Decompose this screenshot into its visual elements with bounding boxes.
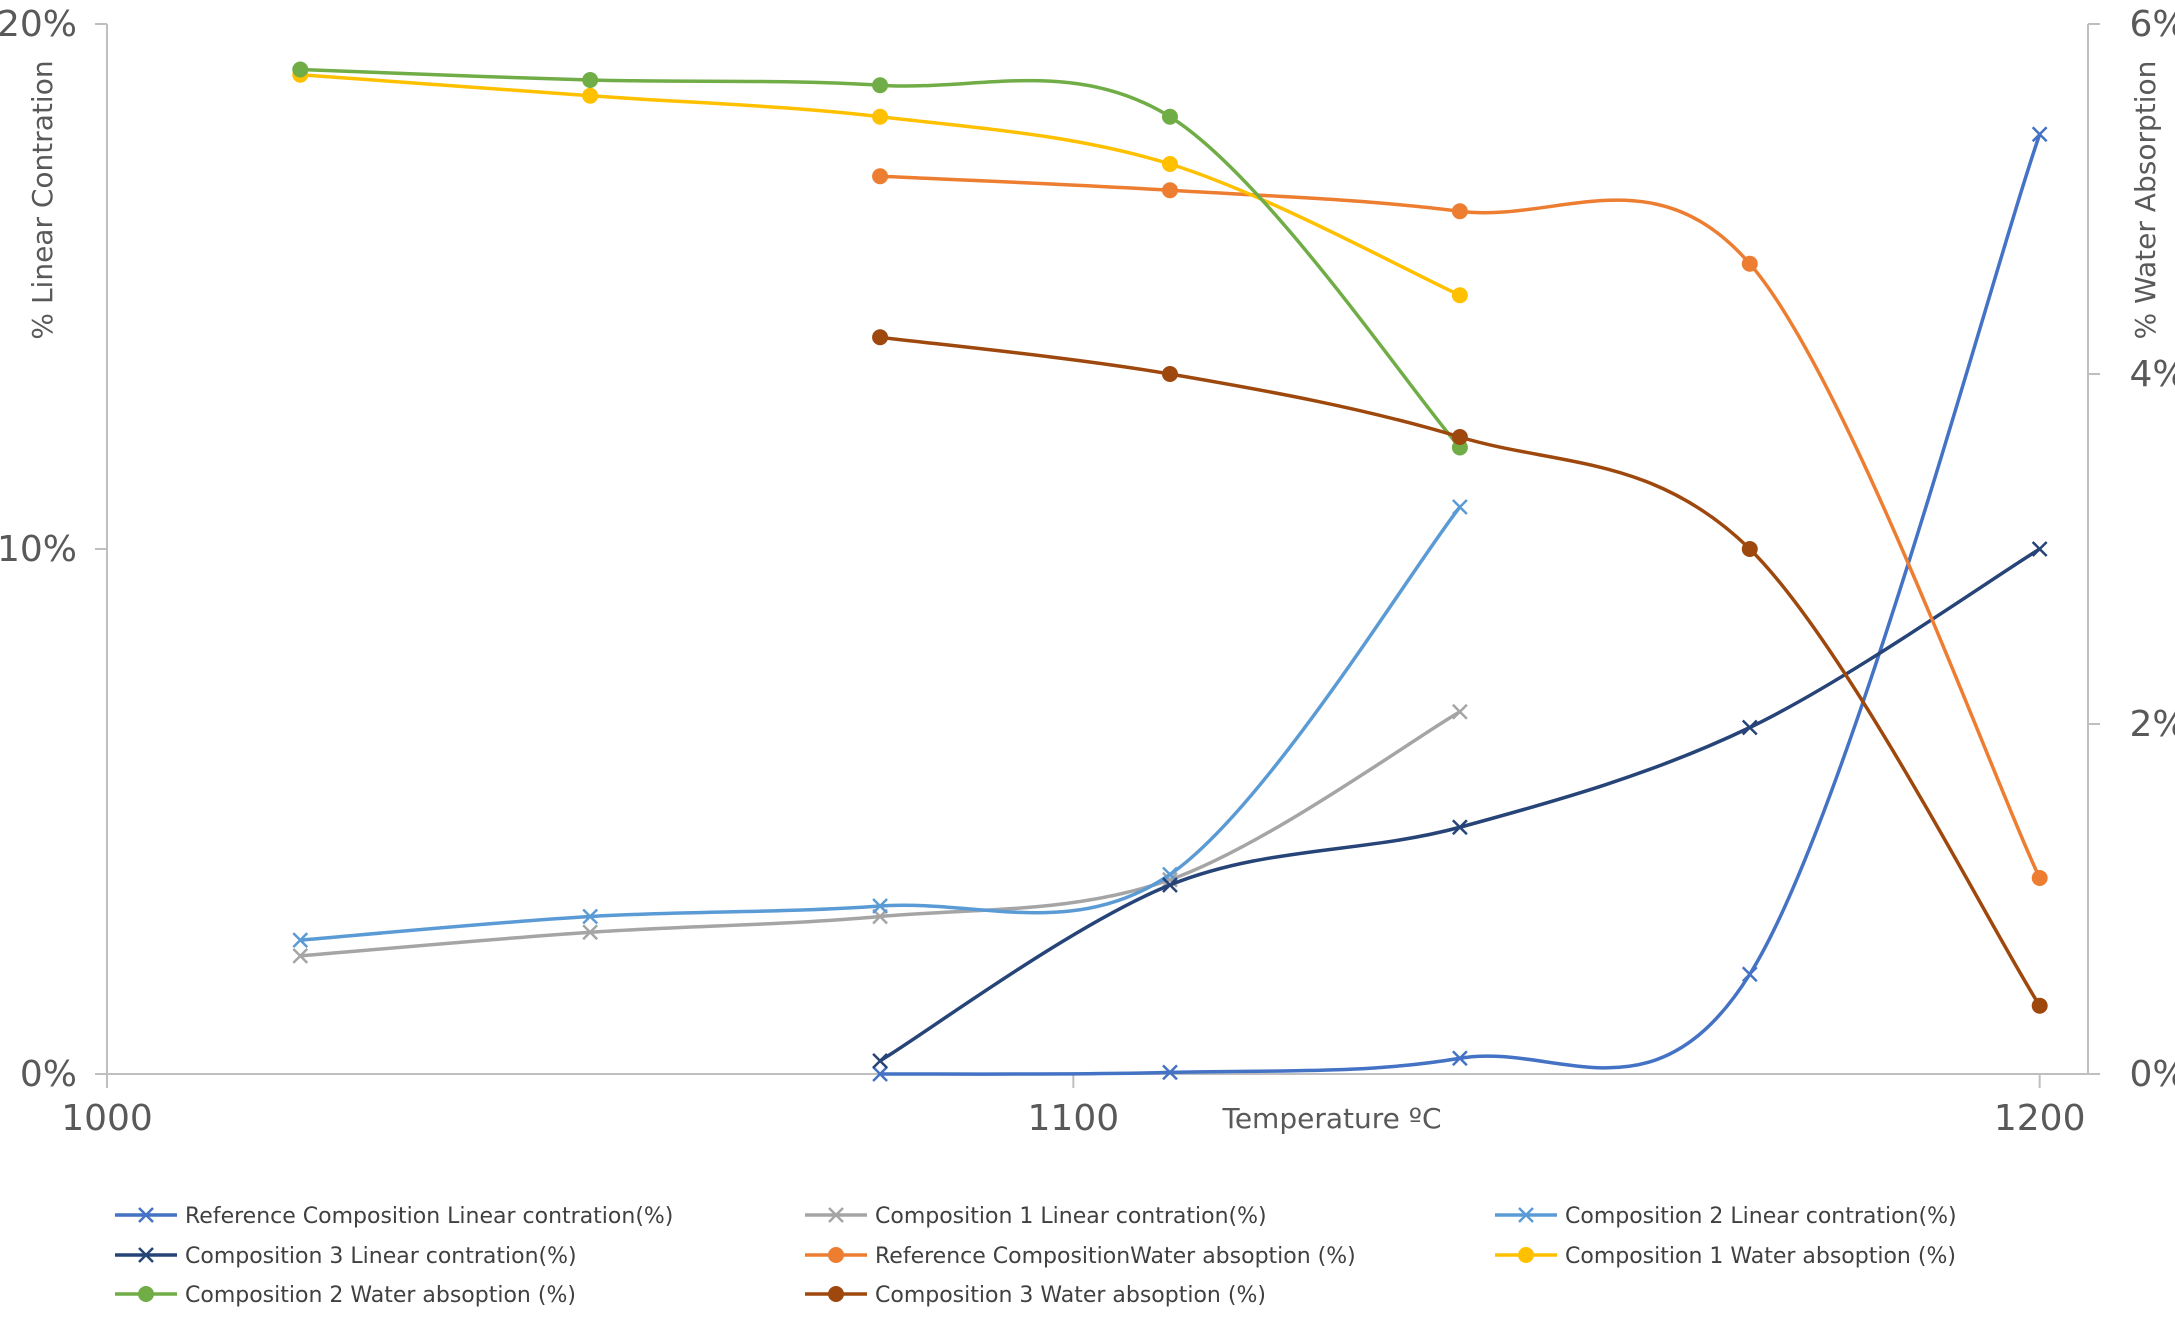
y-tick-label: 10% bbox=[0, 529, 77, 570]
data-point bbox=[1741, 541, 1758, 557]
series-line bbox=[880, 133, 2042, 1076]
data-point bbox=[1741, 966, 1758, 983]
legend-marker bbox=[1518, 1207, 1534, 1223]
legend-marker bbox=[828, 1247, 844, 1263]
data-point bbox=[1161, 108, 1178, 125]
data-point bbox=[582, 87, 599, 104]
x-axis-label: Temperature ºC bbox=[1221, 1102, 1441, 1135]
axes: 1000 1100 1200 0% 10% 20% 0% 2% 4% 6% bbox=[0, 4, 2175, 1139]
x-tick-label: 1000 bbox=[61, 1098, 153, 1139]
legend-item: Reference Composition Linear contration(… bbox=[115, 1204, 673, 1229]
data-point bbox=[1451, 819, 1468, 836]
legend-label: Composition 2 Water absoption (%) bbox=[185, 1283, 576, 1308]
series-7 bbox=[292, 61, 1468, 456]
data-point bbox=[1451, 429, 1468, 445]
data-point bbox=[582, 924, 599, 941]
legend-item: Composition 1 Water absoption (%) bbox=[1495, 1244, 1956, 1269]
legend-marker bbox=[138, 1286, 154, 1302]
legend-item: Composition 2 Linear contration(%) bbox=[1495, 1204, 1957, 1229]
legend-item: Composition 3 Water absoption (%) bbox=[805, 1283, 1266, 1308]
data-point bbox=[2031, 997, 2048, 1014]
data-point bbox=[1161, 182, 1178, 199]
series-line bbox=[879, 174, 2042, 879]
data-point bbox=[582, 908, 599, 925]
series-6 bbox=[292, 66, 1468, 304]
data-point bbox=[872, 168, 889, 185]
legend-marker bbox=[138, 1247, 154, 1263]
legend-label: Reference Composition Linear contration(… bbox=[185, 1204, 673, 1229]
data-point bbox=[1741, 719, 1758, 736]
legend-label: Composition 3 Linear contration(%) bbox=[185, 1244, 577, 1269]
legend-item: Reference CompositionWater absoption (%) bbox=[805, 1244, 1356, 1269]
legend-label: Composition 1 Water absoption (%) bbox=[1565, 1244, 1956, 1269]
series-line bbox=[879, 335, 2042, 1007]
data-point bbox=[1162, 1064, 1178, 1081]
series-line bbox=[300, 505, 1462, 942]
y2-axis-label: % Water Absorption bbox=[2129, 61, 2162, 340]
legend-item: Composition 2 Water absoption (%) bbox=[115, 1283, 576, 1308]
x-tick-label: 1100 bbox=[1028, 1098, 1120, 1139]
data-point bbox=[872, 77, 889, 94]
legend-marker bbox=[828, 1207, 844, 1223]
data-point bbox=[872, 1052, 888, 1069]
data-point bbox=[1162, 877, 1178, 893]
y2-tick-label: 0% bbox=[2129, 1054, 2175, 1095]
series-1 bbox=[872, 126, 2048, 1082]
data-point bbox=[1451, 1050, 1468, 1067]
data-point bbox=[582, 72, 599, 88]
series-line bbox=[879, 547, 2041, 1063]
y2-tick-label: 4% bbox=[2129, 354, 2175, 395]
legend: Reference Composition Linear contration(… bbox=[115, 1204, 1957, 1308]
data-point bbox=[872, 108, 889, 125]
legend-marker bbox=[138, 1207, 154, 1223]
legend-label: Reference CompositionWater absoption (%) bbox=[875, 1244, 1356, 1269]
series-line bbox=[300, 67, 1462, 449]
series-8 bbox=[872, 329, 2048, 1014]
y2-tick-label: 2% bbox=[2129, 704, 2175, 745]
legend-label: Composition 1 Linear contration(%) bbox=[875, 1204, 1267, 1229]
data-point bbox=[1161, 156, 1178, 172]
y-tick-label: 0% bbox=[20, 1054, 77, 1095]
data-point bbox=[292, 947, 309, 964]
data-point bbox=[1741, 255, 1758, 272]
data-point bbox=[1161, 366, 1178, 382]
y-axis-label: % Linear Contration bbox=[26, 60, 59, 339]
data-point bbox=[1451, 499, 1468, 515]
data-point bbox=[2031, 541, 2048, 557]
data-point bbox=[872, 329, 889, 346]
series-3 bbox=[292, 499, 1468, 949]
legend-label: Composition 3 Water absoption (%) bbox=[875, 1283, 1266, 1308]
y-tick-label: 20% bbox=[0, 4, 77, 45]
data-point bbox=[1451, 703, 1468, 720]
data-point bbox=[2031, 870, 2048, 886]
data-point bbox=[2031, 126, 2048, 143]
data-point bbox=[1451, 203, 1468, 220]
data-point bbox=[292, 61, 309, 78]
data-point bbox=[872, 898, 888, 914]
legend-label: Composition 2 Linear contration(%) bbox=[1565, 1204, 1957, 1229]
y2-tick-label: 6% bbox=[2129, 4, 2175, 45]
series-4 bbox=[872, 541, 2048, 1069]
data-point bbox=[1451, 287, 1468, 304]
legend-marker bbox=[1518, 1247, 1534, 1263]
data-point bbox=[872, 1066, 888, 1082]
legend-marker bbox=[828, 1286, 844, 1302]
series-5 bbox=[872, 168, 2048, 886]
data-point bbox=[292, 932, 309, 949]
legend-item: Composition 1 Linear contration(%) bbox=[805, 1204, 1267, 1229]
series-line bbox=[300, 73, 1461, 297]
series-group bbox=[292, 61, 2048, 1082]
x-tick-label: 1200 bbox=[1994, 1098, 2086, 1139]
legend-item: Composition 3 Linear contration(%) bbox=[115, 1244, 577, 1269]
series-line bbox=[300, 710, 1461, 958]
